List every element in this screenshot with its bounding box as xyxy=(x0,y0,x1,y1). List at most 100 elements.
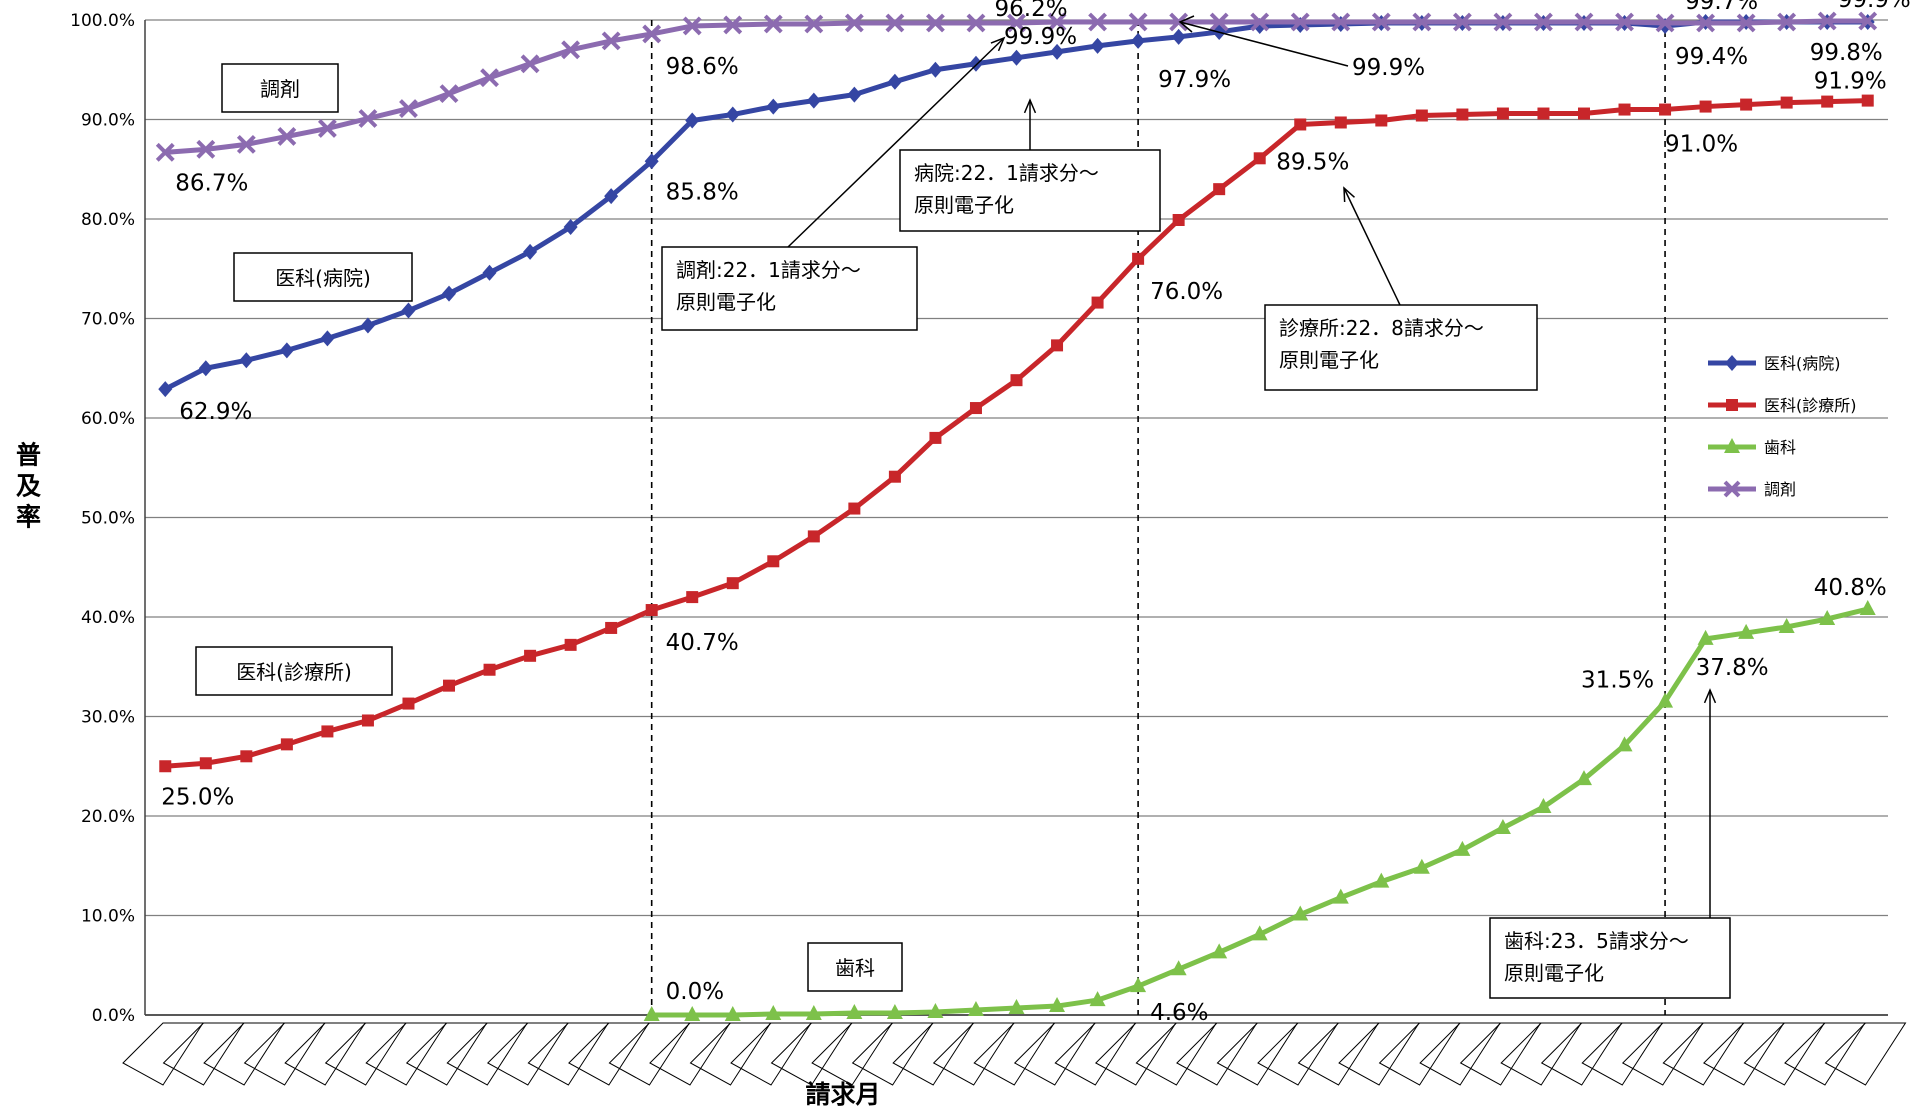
data-point xyxy=(277,127,297,146)
x-category-slot xyxy=(122,1022,204,1086)
y-tick-label: 10.0% xyxy=(81,907,135,927)
data-label: 62.9% xyxy=(179,399,252,425)
data-point xyxy=(1697,629,1714,645)
data-label: 99.9% xyxy=(1838,0,1911,13)
data-point xyxy=(1131,32,1146,49)
box-label: 歯科 xyxy=(835,956,875,980)
x-category-slot xyxy=(324,1022,407,1086)
data-point xyxy=(887,73,902,90)
x-category-slot xyxy=(568,1022,650,1086)
x-category-slot xyxy=(1054,1022,1137,1086)
data-point xyxy=(644,153,659,170)
data-point xyxy=(1047,12,1067,32)
data-point xyxy=(928,61,943,78)
data-point xyxy=(685,112,700,129)
data-point xyxy=(1454,840,1471,856)
data-point xyxy=(1010,374,1023,387)
data-point xyxy=(966,13,986,33)
data-label: 25.0% xyxy=(161,784,234,810)
series-shinryo xyxy=(159,94,1874,773)
annotation-line1: 歯科:23．5請求分～ xyxy=(1504,929,1689,953)
data-point xyxy=(561,40,581,60)
series-name-box: 歯科 xyxy=(807,942,903,992)
data-label: 99.9% xyxy=(1352,55,1425,81)
data-point xyxy=(1251,925,1268,941)
data-point xyxy=(848,502,861,515)
box-frame xyxy=(221,63,339,113)
x-category-slot xyxy=(649,1022,731,1086)
data-point xyxy=(1209,12,1229,32)
legend-label: 医科(病院) xyxy=(1764,354,1841,373)
annotation-frame xyxy=(1264,304,1538,391)
data-point xyxy=(1618,103,1631,116)
data-point xyxy=(605,621,618,634)
data-point xyxy=(1375,114,1388,127)
data-label: 86.7% xyxy=(175,170,248,196)
data-point xyxy=(1331,12,1351,32)
data-point xyxy=(682,16,702,36)
legend-item: 医科(病院) xyxy=(1708,354,1841,373)
annotation-line2: 原則電子化 xyxy=(914,193,1014,217)
data-point xyxy=(726,577,739,590)
data-point xyxy=(807,530,820,543)
legend-item: 調剤 xyxy=(1708,480,1796,499)
data-label: 99.8% xyxy=(1810,40,1883,66)
x-category-slot xyxy=(1621,1022,1704,1086)
data-point xyxy=(1008,999,1025,1015)
data-point xyxy=(239,352,254,369)
data-point xyxy=(1250,12,1270,32)
x-category-slot xyxy=(608,1022,691,1086)
data-point xyxy=(240,750,253,763)
x-category-slot xyxy=(203,1022,285,1086)
data-point xyxy=(399,99,418,118)
annotation-line1: 病院:22．1請求分～ xyxy=(914,161,1099,185)
data-point xyxy=(1699,100,1712,113)
arrow-head xyxy=(990,36,1006,52)
data-point xyxy=(806,92,821,109)
data-point xyxy=(765,1005,782,1021)
data-label: 40.7% xyxy=(666,630,739,656)
series-chozai xyxy=(155,11,1878,162)
y-axis-title: 普及率 xyxy=(13,441,42,535)
data-label: 0.0% xyxy=(666,979,724,1005)
x-category-slot xyxy=(689,1022,772,1086)
data-label: 40.8% xyxy=(1814,575,1887,601)
data-point xyxy=(1091,296,1104,309)
data-point xyxy=(1659,103,1672,116)
data-point xyxy=(198,360,213,377)
data-point xyxy=(1132,252,1145,265)
data-point xyxy=(402,697,415,710)
data-point xyxy=(886,1004,903,1020)
data-label: 99.9% xyxy=(1004,24,1077,50)
data-point xyxy=(1859,600,1876,616)
data-label: 98.6% xyxy=(666,54,739,80)
data-point xyxy=(847,86,862,103)
y-tick-label: 100.0% xyxy=(70,11,135,31)
data-point xyxy=(280,738,293,751)
data-point xyxy=(320,330,335,347)
data-point xyxy=(159,760,172,773)
data-point xyxy=(763,14,783,34)
data-point xyxy=(1334,116,1347,129)
x-category-slot xyxy=(1540,1022,1623,1086)
data-point xyxy=(844,13,864,33)
data-label: 99.4% xyxy=(1675,44,1748,70)
annotation-frame xyxy=(1489,917,1731,999)
data-point xyxy=(1332,888,1349,904)
data-point xyxy=(482,264,497,281)
annotation-line2: 原則電子化 xyxy=(1279,348,1379,372)
data-point xyxy=(1861,94,1874,107)
data-point xyxy=(1493,12,1513,32)
x-category-slot xyxy=(486,1022,569,1086)
data-point xyxy=(480,68,499,88)
y-tick-label: 40.0% xyxy=(81,608,135,628)
arrow-head xyxy=(1343,186,1355,203)
x-category-slot xyxy=(1662,1022,1745,1086)
annotation-line2: 原則電子化 xyxy=(676,290,776,314)
data-point xyxy=(643,1006,660,1021)
data-label: 37.8% xyxy=(1696,655,1769,681)
annotation-line2: 原則電子化 xyxy=(1504,961,1604,985)
annotation-byoin: 病院:22．1請求分～ 原則電子化 xyxy=(899,98,1161,232)
